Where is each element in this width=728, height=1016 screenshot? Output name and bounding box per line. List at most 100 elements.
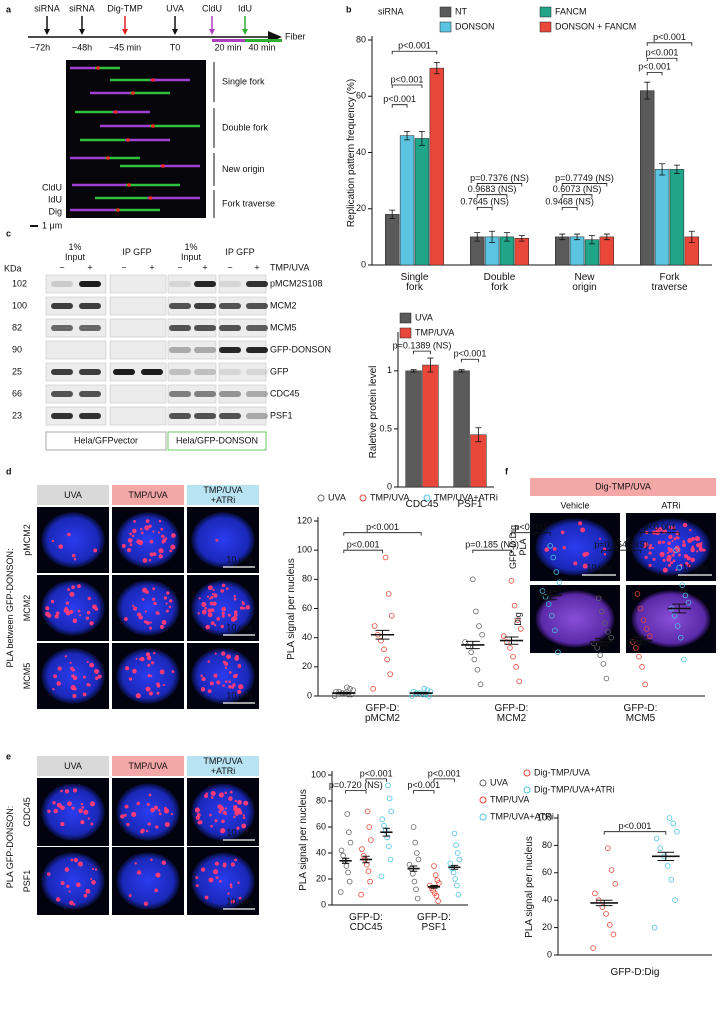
y-tick-label: 80	[302, 574, 312, 584]
y-tick-label: 40	[316, 847, 326, 857]
pla-dot	[228, 684, 232, 689]
significance-bracket	[472, 549, 512, 554]
pla-dot	[687, 538, 693, 544]
data-point	[346, 878, 353, 885]
pla-dot	[207, 689, 212, 694]
data-point	[500, 633, 507, 640]
kda-size: 90	[12, 344, 22, 354]
pla-dot	[161, 620, 167, 625]
pla-dot	[209, 813, 212, 817]
cldu-pulse	[212, 39, 245, 42]
significance-bracket	[561, 194, 593, 198]
pla-dot	[224, 666, 228, 669]
p-value: 0.6073 (NS)	[553, 184, 602, 194]
pla-dot	[582, 563, 588, 569]
nucleus	[41, 783, 105, 841]
bar	[385, 214, 400, 266]
protein-label: MCM2	[270, 300, 297, 310]
data-point	[474, 666, 481, 673]
event-label: UVA	[166, 3, 184, 13]
pla-dot	[219, 806, 225, 812]
pla-dot	[47, 809, 51, 813]
data-point	[637, 605, 644, 612]
data-point	[431, 863, 437, 869]
blot-strip	[109, 340, 167, 360]
pla-dot	[95, 676, 99, 680]
p-value: p=0.720 (NS)	[329, 780, 383, 790]
legend-label: DONSON	[455, 21, 495, 31]
pattern-label: Double fork	[222, 122, 269, 132]
legend-label: TMP/UVA	[490, 794, 529, 804]
error-bar	[433, 62, 440, 75]
data-point	[454, 850, 461, 856]
y-tick-label: 40	[302, 632, 312, 642]
pla-dot	[224, 812, 227, 816]
data-point	[674, 623, 681, 629]
pla-dot	[201, 677, 206, 682]
scale-bar-label: 10 μm	[226, 690, 251, 700]
blot-band	[219, 325, 241, 331]
data-point	[471, 656, 478, 663]
panel-letter: d	[6, 466, 12, 476]
pla-dot	[690, 557, 696, 563]
data-point	[592, 890, 598, 897]
dig-spot	[127, 183, 131, 187]
significance-bracket	[391, 50, 438, 55]
pla-dot	[77, 584, 81, 588]
pla-dot	[689, 529, 692, 532]
error-bar	[657, 851, 675, 861]
error-bar	[688, 230, 695, 243]
data-point	[511, 602, 518, 609]
legend-marker	[479, 779, 487, 787]
pla-dot	[227, 613, 231, 617]
pla-dot	[147, 663, 151, 667]
pla-dot	[233, 615, 236, 618]
p-value: p<0.001	[638, 62, 671, 72]
pla-dot	[675, 547, 681, 553]
error-bar	[362, 855, 370, 864]
column-header	[37, 756, 109, 776]
blot-band	[246, 369, 268, 375]
nucleus	[41, 852, 105, 910]
pla-dot	[150, 674, 153, 678]
pla-dot	[220, 589, 225, 593]
dig-spot	[151, 124, 155, 128]
data-point	[597, 652, 604, 658]
pla-dot	[86, 660, 89, 664]
pla-dot	[213, 593, 218, 598]
x-tick-label: Double fork	[483, 272, 516, 293]
error-bar	[633, 636, 648, 645]
blot-band	[246, 347, 268, 353]
pla-dot	[60, 789, 63, 793]
data-point	[643, 626, 650, 632]
blot-band	[194, 413, 216, 419]
p-value: p<0.001	[407, 780, 440, 790]
pla-dot	[166, 591, 170, 595]
blot-strip	[109, 274, 167, 294]
data-point	[378, 873, 385, 880]
error-bar	[518, 235, 525, 242]
pla-dot	[139, 656, 145, 662]
data-point	[388, 808, 395, 815]
blot-strip	[45, 340, 107, 360]
data-point	[469, 576, 476, 583]
pla-dot	[89, 801, 96, 807]
data-point	[381, 822, 387, 829]
kda-size: 102	[12, 278, 27, 288]
blot-band	[169, 281, 191, 287]
pla-dot	[215, 538, 219, 542]
pla-dot	[218, 810, 222, 814]
pla-dot	[205, 624, 211, 630]
blot-band	[194, 391, 216, 397]
x-tick-label: GFP-D: pMCM2	[364, 703, 400, 724]
cell-line-label: Hela/GFPvector	[74, 435, 138, 445]
pla-dot	[233, 674, 238, 679]
pla-dot	[673, 526, 676, 529]
data-point	[553, 569, 560, 575]
pla-dot	[207, 660, 211, 663]
pla-dot	[149, 552, 154, 557]
p-value: p=0.185 (NS)	[465, 540, 519, 550]
pla-dot	[562, 546, 566, 550]
pla-dot	[52, 801, 56, 805]
treatment-sign: −	[59, 262, 64, 272]
